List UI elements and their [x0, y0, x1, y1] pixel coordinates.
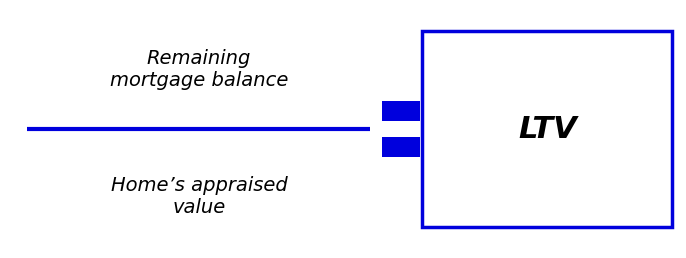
Text: Home’s appraised
value: Home’s appraised value: [110, 176, 287, 216]
Bar: [383, 137, 420, 157]
Text: Remaining
mortgage balance: Remaining mortgage balance: [110, 49, 288, 90]
Bar: [383, 101, 420, 121]
Bar: [422, 31, 672, 227]
Text: LTV: LTV: [518, 115, 577, 143]
